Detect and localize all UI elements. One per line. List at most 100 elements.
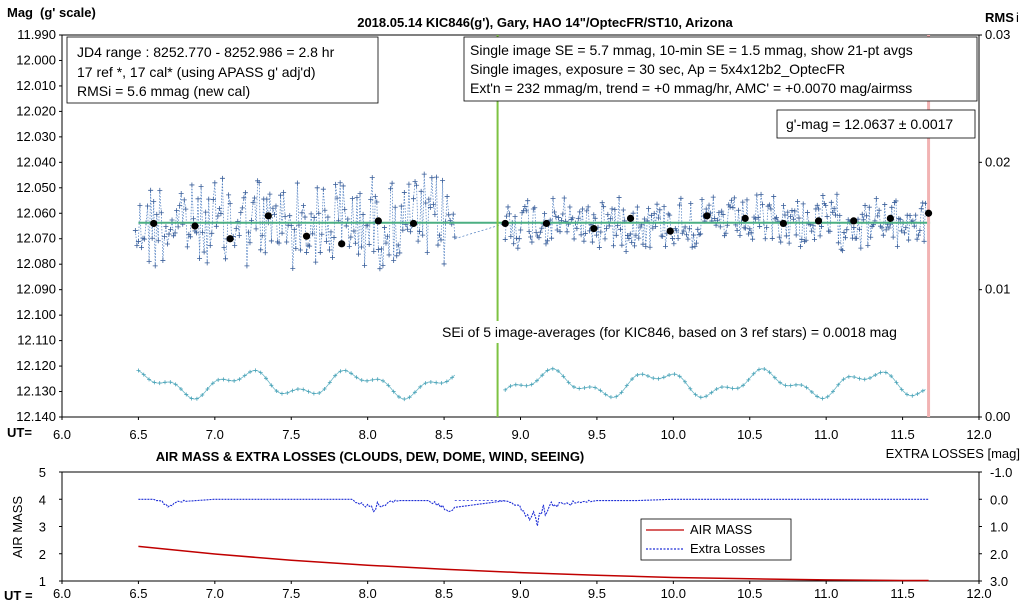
single-image-point	[271, 212, 277, 218]
gmag-box	[776, 109, 976, 139]
single-image-point	[250, 199, 256, 205]
single-image-point	[245, 229, 251, 235]
single-image-point	[685, 236, 691, 242]
single-image-point	[537, 229, 543, 235]
rms-point	[682, 379, 687, 384]
rms-point	[402, 397, 407, 402]
single-image-point	[917, 228, 923, 234]
rms-point	[274, 389, 279, 394]
single-image-point	[383, 240, 389, 246]
single-image-point	[863, 213, 869, 219]
rms-point	[846, 374, 851, 379]
single-image-point	[252, 195, 258, 201]
rms-point	[619, 390, 624, 395]
single-image-point	[549, 235, 555, 241]
single-image-point	[322, 207, 328, 213]
rms-point	[862, 377, 867, 382]
single-image-point	[875, 213, 881, 219]
single-image-point	[506, 211, 512, 217]
single-image-point	[381, 225, 387, 231]
single-image-point	[281, 189, 287, 195]
main-xtick-label: 10.5	[737, 427, 762, 442]
rms-point	[867, 375, 872, 380]
rms-point	[136, 368, 141, 373]
single-image-point	[290, 266, 296, 272]
airmass-xtick-label: 8.0	[359, 586, 377, 601]
single-image-point	[331, 235, 337, 241]
single-image-point	[168, 226, 174, 232]
rms-point	[434, 380, 439, 385]
single-image-point	[526, 229, 532, 235]
info-box-right	[463, 36, 978, 102]
single-image-point	[737, 233, 743, 239]
info-box-right-line1: Single image SE = 5.7 mmag, 10-min SE = …	[470, 42, 913, 58]
single-image-point	[160, 257, 166, 263]
single-image-point	[304, 249, 310, 255]
single-image-point	[348, 234, 354, 240]
single-image-point	[657, 207, 663, 213]
average-point	[626, 214, 635, 222]
single-image-point	[615, 223, 621, 229]
rms-point	[730, 386, 735, 391]
single-image-point	[523, 208, 529, 214]
single-image-point	[441, 261, 447, 267]
main-ytick-label: 12.040	[16, 154, 56, 169]
rms-point	[719, 385, 724, 390]
single-image-point	[744, 197, 750, 203]
single-image-point	[551, 209, 557, 215]
single-image-point	[671, 241, 677, 247]
single-image-point	[177, 202, 183, 208]
single-image-point	[357, 191, 363, 197]
rms-point	[375, 377, 380, 382]
single-image-point	[783, 233, 789, 239]
main-ytick-label: 12.090	[16, 282, 56, 297]
single-image-point	[426, 196, 432, 202]
rms-point	[248, 369, 253, 374]
rms-point	[571, 384, 576, 389]
single-image-point	[564, 229, 570, 235]
rms-point	[693, 392, 698, 397]
single-image-point	[851, 224, 857, 230]
single-image-point	[567, 204, 573, 210]
rms-point	[365, 378, 370, 383]
single-image-point	[346, 243, 352, 249]
single-image-point	[412, 179, 418, 185]
single-image-point	[620, 207, 626, 213]
single-image-point	[345, 216, 351, 222]
single-image-point	[629, 239, 635, 245]
single-image-point	[747, 226, 753, 232]
main-xtick-label: 10.0	[661, 427, 686, 442]
single-image-point	[518, 227, 524, 233]
single-image-point	[554, 227, 560, 233]
rms-point	[349, 371, 354, 376]
single-image-point	[880, 232, 886, 238]
single-image-point	[137, 202, 143, 208]
single-image-point	[627, 231, 633, 237]
main-ytick-label: 12.130	[16, 384, 56, 399]
single-image-point	[515, 245, 521, 251]
single-image-point	[215, 213, 221, 219]
single-image-point	[536, 235, 542, 241]
single-image-point	[879, 225, 885, 231]
rms-point	[343, 368, 348, 373]
single-image-point	[233, 226, 239, 231]
single-image-point	[374, 199, 380, 205]
single-image-point	[710, 194, 716, 200]
single-image-point	[662, 243, 668, 249]
sei-box	[435, 321, 890, 343]
single-image-point	[391, 258, 397, 263]
single-image-point	[886, 225, 892, 231]
rms-point	[545, 368, 550, 373]
single-image-point	[317, 249, 323, 255]
rms-point	[883, 370, 888, 375]
single-image-point	[681, 228, 687, 234]
single-image-point	[209, 230, 215, 236]
gmag-text: g'-mag = 12.0637 ± 0.0017	[786, 116, 953, 132]
single-image-point	[352, 240, 358, 246]
single-image-point	[893, 198, 899, 204]
main-xtick-label: 11.0	[814, 427, 838, 442]
rms-point	[534, 378, 539, 383]
single-image-point	[831, 205, 837, 211]
airmass-xtick-label: 9.5	[588, 586, 606, 601]
single-image-point	[300, 203, 306, 209]
